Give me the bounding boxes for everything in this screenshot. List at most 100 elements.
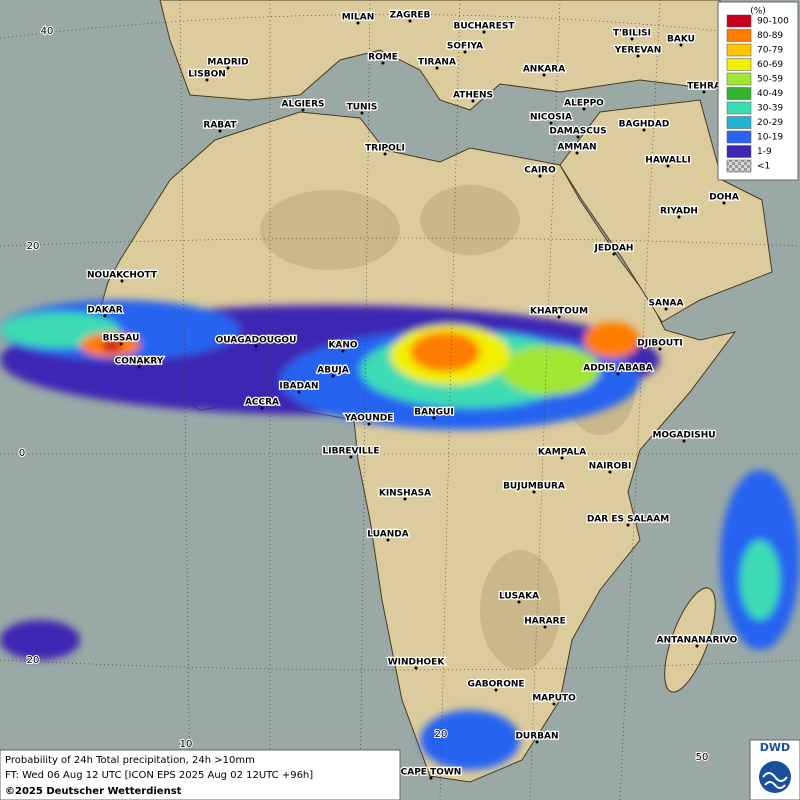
city-dot bbox=[612, 252, 616, 256]
city-dot bbox=[482, 30, 486, 34]
city-label: BUJUMBURA bbox=[503, 482, 565, 492]
legend-label: 1-9 bbox=[757, 147, 772, 157]
city-label: BAGHDAD bbox=[619, 120, 670, 130]
legend-title: (%) bbox=[750, 7, 766, 17]
city-label: CAPE TOWN bbox=[401, 768, 462, 778]
city-label: BANGUI bbox=[414, 408, 453, 418]
city-label: LUSAKA bbox=[499, 592, 539, 602]
city-label: LISBON bbox=[188, 70, 226, 80]
city-label: NOUAKCHOTT bbox=[87, 271, 158, 281]
city-dot bbox=[658, 347, 662, 351]
city-label: MOGADISHU bbox=[652, 431, 715, 441]
city-label: ALEPPO bbox=[564, 99, 604, 109]
city-dot bbox=[120, 279, 124, 283]
city-dot bbox=[218, 129, 222, 133]
city-label: ALGIERS bbox=[282, 100, 325, 110]
grid-label: 40 bbox=[41, 26, 54, 37]
legend-label: 10-19 bbox=[757, 133, 783, 143]
legend-label: <1 bbox=[757, 162, 770, 172]
city-dot bbox=[119, 342, 123, 346]
city-dot bbox=[103, 314, 107, 318]
grid-label: 10 bbox=[180, 739, 193, 750]
city-dot bbox=[608, 470, 612, 474]
city-label: DAR ES SALAAM bbox=[587, 515, 669, 525]
city-label: DAMASCUS bbox=[549, 127, 606, 137]
legend-swatch bbox=[726, 130, 752, 144]
city-label: HAWALLI bbox=[645, 156, 690, 166]
legend-swatch bbox=[726, 87, 752, 100]
city-label: LIBREVILLE bbox=[323, 447, 380, 457]
city-label: TRIPOLI bbox=[365, 144, 405, 154]
city-label: YAOUNDE bbox=[344, 414, 394, 424]
legend-swatch bbox=[726, 58, 752, 71]
city-dot bbox=[616, 372, 620, 376]
city-label: LUANDA bbox=[367, 530, 408, 540]
grid-label: 50 bbox=[696, 752, 709, 763]
city-dot bbox=[360, 111, 364, 115]
legend-entries: 90-100 80-89 70-79 60-69 50-59 40-49 30-39 20-2… bbox=[726, 14, 789, 173]
city-dot bbox=[702, 90, 706, 94]
city-dot bbox=[260, 406, 264, 410]
grid-labels: 40 20 0 20 10 20 50 bbox=[18, 25, 710, 764]
city-dot bbox=[137, 365, 141, 369]
city-dot bbox=[538, 174, 542, 178]
legend-label: 70-79 bbox=[757, 46, 783, 56]
legend-swatch bbox=[726, 116, 752, 129]
grid-label: 20 bbox=[435, 729, 448, 740]
city-dot bbox=[386, 538, 390, 542]
city-dot bbox=[226, 66, 230, 70]
city-dot bbox=[626, 523, 630, 527]
legend-label: 20-29 bbox=[757, 118, 783, 128]
city-dot bbox=[341, 349, 345, 353]
city-dot bbox=[494, 688, 498, 692]
city-label: NAIROBI bbox=[589, 462, 632, 472]
city-label: TUNIS bbox=[347, 103, 378, 113]
city-dot bbox=[356, 21, 360, 25]
city-dot bbox=[408, 19, 412, 23]
city-dot bbox=[254, 344, 258, 348]
city-label: HARARE bbox=[524, 617, 565, 627]
city-dot bbox=[636, 54, 640, 58]
city-label: GABORONE bbox=[467, 680, 524, 690]
city-dot bbox=[682, 439, 686, 443]
city-dot bbox=[560, 456, 564, 460]
city-dot bbox=[414, 666, 418, 670]
city-dot bbox=[432, 416, 436, 420]
city-dot bbox=[297, 390, 301, 394]
logo-text: DWD bbox=[760, 741, 790, 754]
city-dot bbox=[301, 108, 305, 112]
city-dot bbox=[205, 78, 209, 82]
city-label: CONAKRY bbox=[115, 357, 164, 367]
city-dot bbox=[666, 164, 670, 168]
city-label: JEDDAH bbox=[594, 244, 634, 254]
city-label: BUCHAREST bbox=[454, 22, 516, 32]
city-label: YEREVAN bbox=[614, 46, 662, 56]
city-dot bbox=[463, 50, 467, 54]
city-label: NICOSIA bbox=[530, 113, 572, 123]
city-label: OUAGADOUGOU bbox=[216, 336, 297, 346]
city-dot bbox=[575, 151, 579, 155]
city-label: ADDIS ABABA bbox=[583, 364, 653, 374]
city-labels: MILAN ZAGREB BUCHAREST SOFIYA ROME TIRANA ANKA… bbox=[86, 9, 740, 780]
city-label: ATHENS bbox=[453, 91, 493, 101]
city-label: KAMPALA bbox=[538, 448, 586, 458]
logo: DWD bbox=[749, 739, 800, 800]
city-label: RABAT bbox=[203, 121, 237, 131]
city-dot bbox=[429, 776, 433, 780]
city-label: DAKAR bbox=[87, 306, 122, 316]
city-dot bbox=[367, 422, 371, 426]
city-label: BISSAU bbox=[103, 334, 140, 344]
city-dot bbox=[695, 644, 699, 648]
legend-swatch bbox=[726, 72, 752, 86]
city-dot bbox=[381, 61, 385, 65]
city-label: ZAGREB bbox=[390, 11, 431, 21]
caption-line: Probability of 24h Total precipitation, … bbox=[5, 755, 255, 766]
city-label: SOFIYA bbox=[447, 42, 483, 52]
grid-label: 0 bbox=[19, 448, 25, 459]
city-label: AMMAN bbox=[557, 143, 596, 153]
city-label: TIRANA bbox=[418, 58, 456, 68]
legend-label: 80-89 bbox=[757, 31, 783, 41]
legend-swatch bbox=[726, 43, 752, 57]
city-label: ROME bbox=[368, 53, 398, 63]
